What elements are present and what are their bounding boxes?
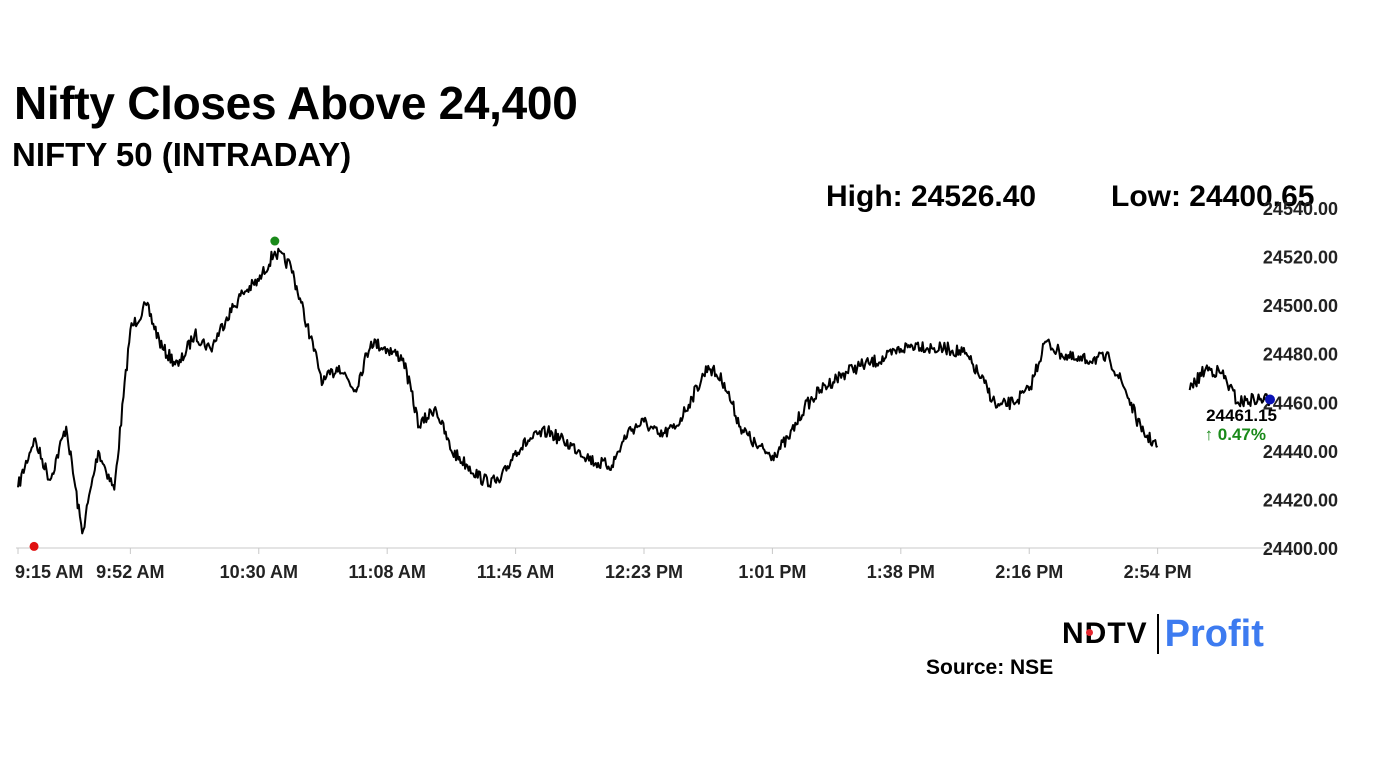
x-tick-label: 9:15 AM: [15, 562, 83, 582]
ndtv-wordmark: NDTV: [1062, 617, 1148, 650]
y-axis: 24540.00 24520.00 24500.00 24480.00 24460.00…: [1263, 199, 1338, 559]
x-tick-label: 2:54 PM: [1124, 562, 1192, 582]
last-price-label: 24461.15: [1206, 406, 1277, 425]
chart-markers: 24461.15↑ 0.47%: [29, 236, 1277, 551]
x-tick-label: 1:38 PM: [867, 562, 935, 582]
y-tick-label: 24460.00: [1263, 393, 1338, 413]
x-tick-label: 12:23 PM: [605, 562, 683, 582]
x-axis: 9:15 AM 9:52 AM 10:30 AM 11:08 AM 11:45 AM 12…: [15, 547, 1270, 582]
source-note: Source: NSE: [926, 656, 1054, 679]
chart-subtitle: NIFTY 50 (INTRADAY): [12, 136, 352, 173]
logo-divider: [1156, 614, 1159, 654]
ndtv-profit-logo: NDTV Profit: [1062, 612, 1264, 656]
y-tick-label: 24520.00: [1263, 248, 1338, 268]
y-tick-label: 24420.00: [1263, 490, 1338, 510]
x-tick-label: 10:30 AM: [220, 562, 298, 582]
y-tick-label: 24500.00: [1263, 296, 1338, 316]
x-tick-label: 1:01 PM: [738, 562, 806, 582]
chart-title: Nifty Closes Above 24,400: [14, 77, 578, 129]
low-stat: Low: 24400.65: [1111, 180, 1315, 213]
profit-wordmark: Profit: [1164, 612, 1264, 655]
nifty-price-line: [17, 247, 1271, 535]
price-change-label: ↑ 0.47%: [1205, 425, 1266, 444]
last-price-point: [1265, 394, 1275, 405]
y-tick-label: 24480.00: [1263, 345, 1338, 365]
x-tick-label: 11:08 AM: [348, 562, 425, 582]
x-tick-label: 9:52 AM: [96, 562, 164, 582]
day-high-point: [270, 236, 280, 246]
y-tick-label: 24540.00: [1263, 199, 1338, 219]
day-low-point: [29, 541, 39, 551]
y-tick-label: 24400.00: [1263, 539, 1338, 559]
ndtv-red-dot: [1086, 629, 1093, 636]
x-tick-label: 11:45 AM: [477, 562, 554, 582]
high-stat: High: 24526.40: [826, 180, 1037, 213]
y-tick-label: 24440.00: [1263, 442, 1338, 462]
x-tick-label: 2:16 PM: [995, 562, 1063, 582]
